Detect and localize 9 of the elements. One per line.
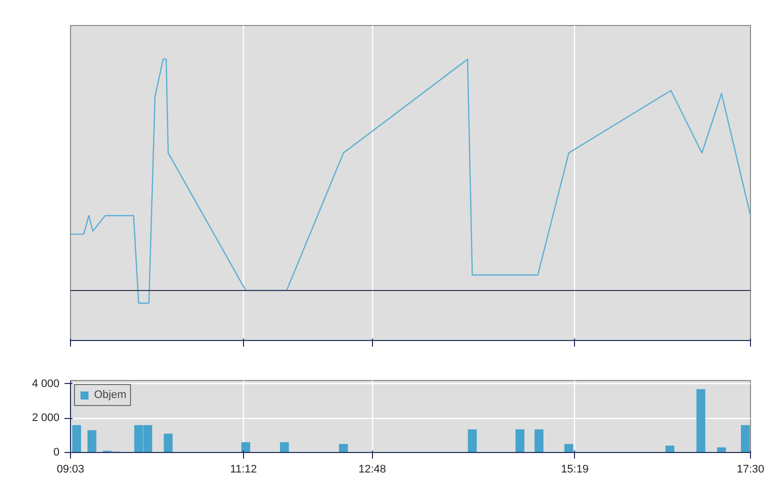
y-tick-label: 2 000 [32,412,60,424]
x-tick-label: 17:30 [736,464,764,476]
x-tick-label: 12:48 [358,464,386,476]
x-tick-label: 09:03 [56,464,84,476]
x-tick-label: 15:19 [561,464,589,476]
y-tick-label: 0 [53,446,60,458]
legend-label: Objem [94,389,126,401]
y-tick-label: 4 000 [32,378,60,390]
x-tick-label: 11:12 [230,464,257,476]
